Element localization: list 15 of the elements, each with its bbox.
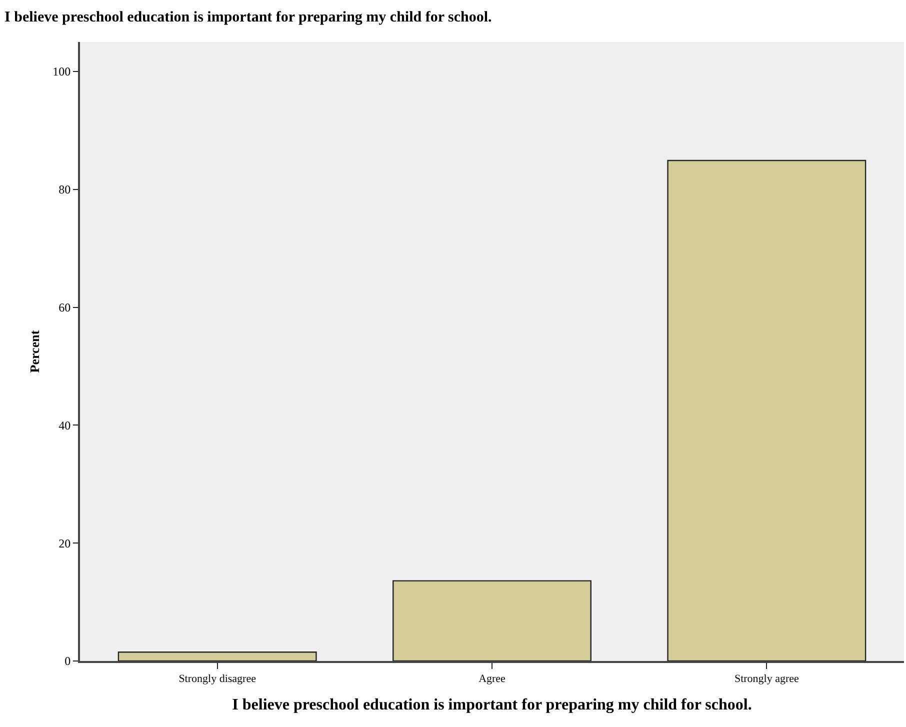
y-tick-label: 0 bbox=[64, 654, 71, 668]
x-tick-label: Strongly agree bbox=[734, 673, 800, 686]
y-tick-label: 20 bbox=[58, 536, 71, 550]
x-tick-label: Agree bbox=[478, 673, 506, 686]
x-tick-label: Strongly disagree bbox=[178, 673, 256, 686]
bar bbox=[118, 652, 317, 661]
bar bbox=[392, 580, 592, 661]
y-tick-label: 60 bbox=[58, 300, 71, 314]
y-tick-label: 100 bbox=[52, 64, 71, 79]
chart-title: I believe preschool education is important for preparing my child for school. bbox=[4, 9, 492, 26]
y-tick-label: 40 bbox=[58, 418, 71, 432]
x-axis-title: I believe preschool education is important for preparing my child for school. bbox=[232, 696, 752, 714]
bar bbox=[667, 160, 866, 661]
y-axis-title: Percent bbox=[27, 330, 42, 373]
y-tick-label: 80 bbox=[58, 182, 71, 197]
